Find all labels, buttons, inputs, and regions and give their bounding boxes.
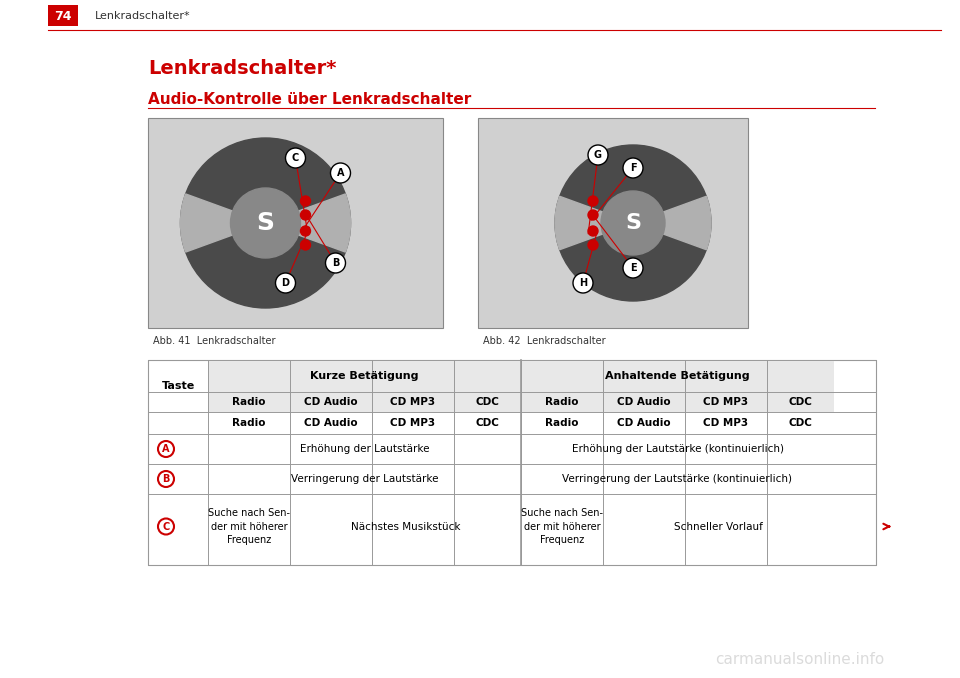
Text: Suche nach Sen-
der mit höherer
Frequenz: Suche nach Sen- der mit höherer Frequenz [521, 508, 603, 544]
Text: CD Audio: CD Audio [617, 418, 671, 428]
Circle shape [330, 163, 350, 183]
Text: H: H [579, 278, 588, 288]
Circle shape [588, 145, 608, 165]
FancyBboxPatch shape [603, 392, 685, 412]
Circle shape [588, 226, 598, 236]
Text: Kurze Betätigung: Kurze Betätigung [310, 371, 419, 381]
FancyBboxPatch shape [48, 5, 78, 26]
Text: CD Audio: CD Audio [304, 397, 358, 407]
Text: Radio: Radio [232, 418, 266, 428]
FancyBboxPatch shape [454, 392, 521, 412]
Text: CD Audio: CD Audio [304, 418, 358, 428]
Circle shape [276, 273, 296, 293]
Text: S: S [256, 211, 275, 235]
Text: C: C [292, 153, 300, 163]
Text: CD MP3: CD MP3 [704, 397, 749, 407]
Circle shape [601, 191, 665, 255]
Text: S: S [625, 213, 641, 233]
Text: CDC: CDC [475, 397, 499, 407]
Text: Lenkradschalter*: Lenkradschalter* [148, 58, 336, 77]
Text: CDC: CDC [788, 418, 812, 428]
Text: Suche nach Sen-
der mit höherer
Frequenz: Suche nach Sen- der mit höherer Frequenz [208, 508, 290, 544]
Circle shape [623, 158, 643, 178]
Text: Abb. 41  Lenkradschalter: Abb. 41 Lenkradschalter [153, 336, 276, 346]
Text: G: G [594, 150, 602, 160]
Circle shape [588, 196, 598, 206]
Text: CD MP3: CD MP3 [391, 418, 436, 428]
Circle shape [285, 148, 305, 168]
Text: CD MP3: CD MP3 [704, 418, 749, 428]
Wedge shape [180, 194, 266, 252]
Text: F: F [630, 163, 636, 173]
Text: Verringerung der Lautstärke (kontinuierlich): Verringerung der Lautstärke (kontinuierl… [563, 474, 793, 484]
Circle shape [158, 441, 174, 457]
Text: D: D [281, 278, 290, 288]
FancyBboxPatch shape [478, 118, 748, 328]
Text: Anhaltende Betätigung: Anhaltende Betätigung [605, 371, 750, 381]
Text: CDC: CDC [788, 397, 812, 407]
Text: E: E [630, 263, 636, 273]
Text: carmanualsonline.info: carmanualsonline.info [715, 652, 884, 668]
Wedge shape [555, 197, 633, 250]
Text: CD MP3: CD MP3 [391, 397, 436, 407]
FancyBboxPatch shape [521, 360, 834, 392]
Circle shape [158, 471, 174, 487]
Circle shape [300, 210, 310, 220]
Text: Audio-Kontrolle über Lenkradschalter: Audio-Kontrolle über Lenkradschalter [148, 92, 471, 108]
Circle shape [555, 145, 711, 301]
FancyBboxPatch shape [208, 392, 290, 412]
Text: Radio: Radio [232, 397, 266, 407]
Text: Taste: Taste [161, 381, 195, 391]
Text: Radio: Radio [545, 418, 579, 428]
Text: 74: 74 [55, 9, 72, 22]
Text: Schneller Vorlauf: Schneller Vorlauf [674, 521, 763, 532]
Text: C: C [162, 521, 170, 532]
FancyBboxPatch shape [767, 392, 834, 412]
FancyBboxPatch shape [0, 0, 960, 30]
FancyBboxPatch shape [290, 392, 372, 412]
FancyBboxPatch shape [521, 392, 603, 412]
Circle shape [623, 258, 643, 278]
FancyBboxPatch shape [372, 392, 454, 412]
Text: Erhöhung der Lautstärke: Erhöhung der Lautstärke [300, 444, 429, 454]
Text: Erhöhung der Lautstärke (kontinuierlich): Erhöhung der Lautstärke (kontinuierlich) [571, 444, 783, 454]
Circle shape [573, 273, 593, 293]
FancyBboxPatch shape [208, 360, 521, 392]
Wedge shape [633, 197, 711, 250]
Circle shape [180, 138, 350, 308]
FancyBboxPatch shape [685, 392, 767, 412]
Circle shape [158, 519, 174, 534]
Text: Verringerung der Lautstärke: Verringerung der Lautstärke [291, 474, 439, 484]
Text: A: A [162, 444, 170, 454]
Text: B: B [162, 474, 170, 484]
Text: Lenkradschalter*: Lenkradschalter* [95, 11, 191, 21]
Text: Nächstes Musikstück: Nächstes Musikstück [350, 521, 460, 532]
Text: CD Audio: CD Audio [617, 397, 671, 407]
Circle shape [325, 253, 346, 273]
Wedge shape [266, 194, 350, 252]
Text: Radio: Radio [545, 397, 579, 407]
Text: B: B [332, 258, 339, 268]
Text: Abb. 42  Lenkradschalter: Abb. 42 Lenkradschalter [483, 336, 606, 346]
Text: CDC: CDC [475, 418, 499, 428]
FancyBboxPatch shape [148, 118, 443, 328]
Circle shape [300, 196, 310, 206]
Text: A: A [337, 168, 345, 178]
FancyBboxPatch shape [148, 360, 876, 565]
Circle shape [300, 240, 310, 250]
Circle shape [300, 226, 310, 236]
Circle shape [230, 188, 300, 258]
Circle shape [588, 210, 598, 220]
Circle shape [588, 240, 598, 250]
